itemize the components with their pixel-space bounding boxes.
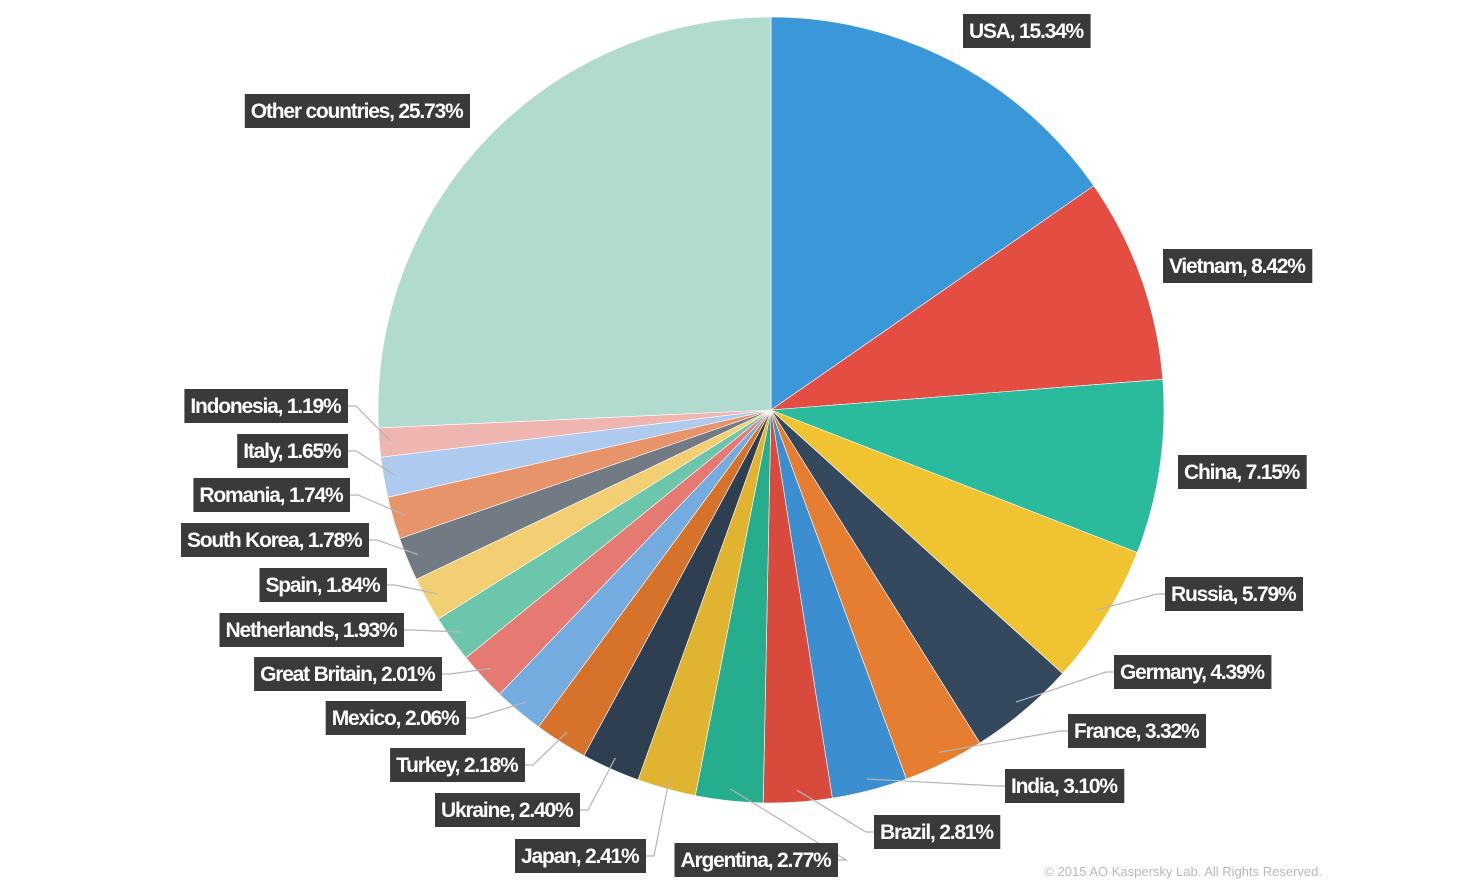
slice-label: Spain, 1.84% [259,568,387,602]
slice-label-text: Germany, 4.39% [1120,661,1265,684]
pie-slices [377,16,1165,804]
leader-line [369,539,419,556]
slice-label: Romania, 1.74% [193,478,350,512]
slice-label: Japan, 2.41% [515,839,646,873]
slice-label-text: Netherlands, 1.93% [226,619,399,642]
slice-label-text: Great Britain, 2.01% [260,663,436,686]
slice-label-text: Japan, 2.41% [521,845,640,868]
pie-slice-other-countries [377,16,772,429]
leader-line [866,778,1005,787]
leader-line [387,584,438,595]
leader-line [1015,671,1114,703]
leader-line [525,731,568,766]
pie-slice-china [770,379,1165,553]
slice-label: Ukraine, 2.40% [435,793,580,827]
slice-label: Other countries, 25.73% [244,94,470,128]
pie-slice-russia [770,409,1138,674]
slice-label: Argentina, 2.77% [674,843,838,877]
slice-label-text: Italy, 1.65% [243,440,342,463]
slice-label-text: Other countries, 25.73% [251,100,464,123]
leader-line [580,757,616,811]
leader-line [646,777,671,857]
leader-line [938,730,1068,753]
slice-label-text: Indonesia, 1.19% [190,395,342,418]
leader-line [348,405,392,443]
copyright-notice: © 2015 AO Kaspersky Lab. All Rights Rese… [1044,864,1322,879]
slice-label: France, 3.32% [1068,714,1206,748]
slice-label: China, 7.15% [1178,455,1307,489]
pie-slice-usa [770,16,1095,411]
slice-label-text: China, 7.15% [1184,461,1301,484]
slice-label: Brazil, 2.81% [874,815,1001,849]
slice-label: Indonesia, 1.19% [184,389,348,423]
leader-line [1095,593,1165,611]
slice-label-text: Brazil, 2.81% [880,821,994,844]
slice-label: USA, 15.34% [963,14,1091,48]
slice-label: Mexico, 2.06% [325,701,466,735]
leader-line [348,450,396,476]
slice-label-text: France, 3.32% [1074,720,1200,743]
slice-label: Italy, 1.65% [237,434,348,468]
slice-label: Vietnam, 8.42% [1163,249,1313,283]
slice-label-text: India, 3.10% [1011,775,1118,798]
slice-label: Netherlands, 1.93% [219,613,404,647]
slice-label-text: Turkey, 2.18% [396,754,519,777]
leader-line [404,629,462,633]
leader-line [442,667,491,675]
slice-label-text: USA, 15.34% [969,20,1085,43]
leader-line [466,701,527,719]
leader-lines [348,405,1165,861]
slice-label-text: Mexico, 2.06% [332,707,460,730]
slice-label-text: Ukraine, 2.40% [441,799,574,822]
slice-label-text: South Korea, 1.78% [187,529,363,552]
slice-label: South Korea, 1.78% [181,523,369,557]
slice-label-text: Vietnam, 8.42% [1169,255,1306,278]
slice-label-text: Spain, 1.84% [266,574,382,597]
slice-label-text: Romania, 1.74% [199,484,344,507]
slice-label: India, 3.10% [1005,769,1125,803]
slice-label: Great Britain, 2.01% [254,657,442,691]
slice-label: Turkey, 2.18% [390,748,525,782]
slice-label-text: Russia, 5.79% [1171,583,1297,606]
pie-slice-vietnam [769,185,1164,411]
slice-label: Germany, 4.39% [1114,655,1272,689]
slice-labels: USA, 15.34% Vietnam, 8.42% China, 7.15% Rus… [181,14,1313,877]
leader-line [796,789,874,833]
leader-line [350,494,405,516]
slice-label: Russia, 5.79% [1165,577,1303,611]
slice-label-text: Argentina, 2.77% [681,849,833,872]
leader-line [730,788,849,861]
